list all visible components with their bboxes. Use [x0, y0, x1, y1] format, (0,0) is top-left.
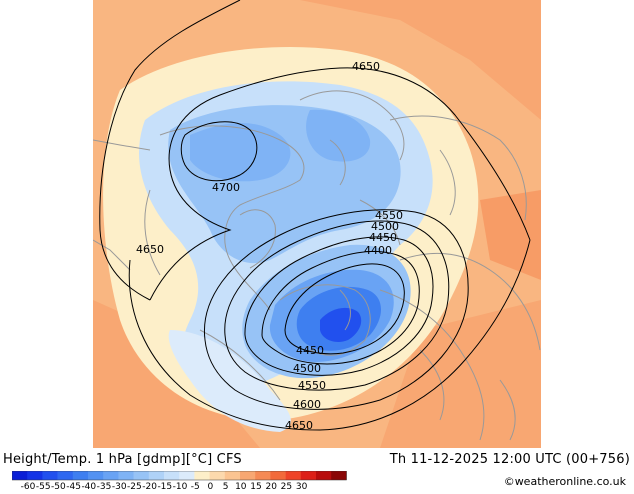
contour-label: 4500 — [293, 362, 321, 375]
contour-label: 4600 — [293, 398, 321, 411]
legend-swatch — [27, 471, 43, 480]
contour-labels: 4650470046504550450044504400445045004550… — [136, 60, 403, 432]
legend-swatch — [270, 471, 286, 480]
legend-tick-label: -30 — [112, 482, 127, 490]
legend-swatch — [12, 471, 28, 480]
legend-swatch — [148, 471, 165, 480]
legend-swatch — [331, 471, 347, 480]
legend-tick-label: 25 — [281, 482, 292, 490]
temperature-field: 4650470046504550450044504400445045004550… — [93, 0, 541, 448]
contour-label: 4650 — [285, 419, 313, 432]
legend-tick-label: -10 — [173, 482, 188, 490]
contour-label: 4650 — [136, 243, 164, 256]
legend-swatch — [88, 471, 104, 480]
legend-tick-label: 30 — [296, 482, 308, 490]
legend-tick-label: -50 — [51, 482, 66, 490]
map-title: Height/Temp. 1 hPa [gdmp][°C] CFS — [3, 452, 242, 467]
footer: Height/Temp. 1 hPa [gdmp][°C] CFS Th 11-… — [0, 448, 634, 492]
legend-tick-label: -40 — [81, 482, 96, 490]
contour-label: 4550 — [375, 209, 403, 222]
color-legend: -60 -55 -50 -45 -40 -35 -30 -25 -20 -15 -10 -5 0 5 10 1… — [11, 470, 362, 494]
legend-swatch — [194, 471, 210, 480]
contour-label: 4650 — [352, 60, 380, 73]
legend-tick-label: -15 — [157, 482, 172, 490]
legend-swatch — [179, 471, 195, 480]
credit-link[interactable]: ©weatheronline.co.uk — [503, 475, 626, 488]
legend-tick-label: -20 — [142, 482, 157, 490]
legend-swatch — [42, 471, 58, 480]
legend-swatch — [133, 471, 150, 480]
valid-datetime: Th 11-12-2025 12:00 UTC (00+756) — [389, 452, 630, 467]
contour-label: 4400 — [364, 244, 392, 257]
legend-swatch — [118, 471, 134, 480]
legend-tick-label: -5 — [191, 482, 200, 490]
legend-swatch — [316, 471, 332, 480]
legend-swatch — [164, 471, 180, 480]
contour-label: 4500 — [371, 220, 399, 233]
legend-tick-label: 20 — [265, 482, 277, 490]
legend-tick-label: -25 — [127, 482, 142, 490]
legend-tick-label: -60 — [21, 482, 36, 490]
legend-tick-label: 0 — [208, 482, 214, 490]
legend-tick-label: 5 — [223, 482, 229, 490]
legend-swatch — [224, 471, 241, 480]
weather-map: 4650 4700 4650 4550 4500 4450 4400 4450 4500 4550… — [93, 0, 541, 448]
contour-label: 4700 — [212, 181, 240, 194]
legend-tick-label: -35 — [97, 482, 112, 490]
legend-swatch — [240, 471, 256, 480]
legend-swatch — [72, 471, 89, 480]
legend-tick-label: 10 — [235, 482, 247, 490]
contour-label: 4450 — [369, 231, 397, 244]
legend-swatch — [103, 471, 119, 480]
legend-tick-label: 15 — [250, 482, 261, 490]
legend-swatch — [300, 471, 317, 480]
legend-tick-label: -45 — [66, 482, 81, 490]
legend-swatch — [209, 471, 226, 480]
contour-label: 4550 — [298, 379, 326, 392]
legend-tick-label: -55 — [36, 482, 51, 490]
legend-swatch — [57, 471, 74, 480]
legend-swatch — [255, 471, 271, 480]
contour-label: 4450 — [296, 344, 324, 357]
legend-swatch — [285, 471, 302, 480]
